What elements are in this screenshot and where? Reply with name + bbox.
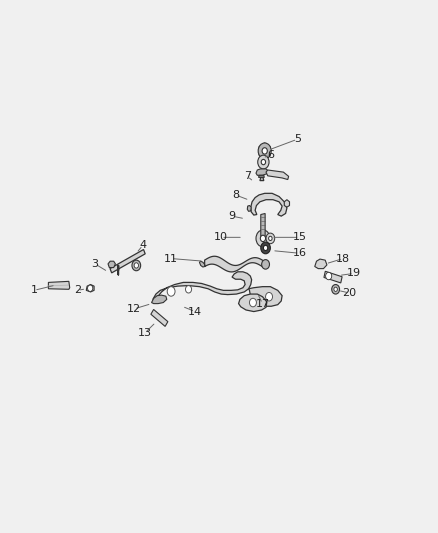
- Polygon shape: [265, 147, 270, 155]
- Text: 10: 10: [214, 232, 228, 243]
- Polygon shape: [265, 143, 270, 151]
- Polygon shape: [48, 281, 70, 289]
- Circle shape: [268, 236, 272, 240]
- Circle shape: [167, 287, 175, 296]
- Circle shape: [325, 272, 332, 280]
- Circle shape: [88, 285, 93, 292]
- Polygon shape: [205, 256, 265, 272]
- Polygon shape: [151, 310, 168, 326]
- Polygon shape: [199, 261, 205, 267]
- Circle shape: [332, 285, 339, 294]
- Circle shape: [261, 159, 265, 165]
- Circle shape: [258, 143, 271, 159]
- Text: 8: 8: [232, 190, 239, 200]
- Text: 5: 5: [294, 134, 301, 144]
- Polygon shape: [266, 170, 289, 180]
- Polygon shape: [153, 272, 252, 300]
- Text: 11: 11: [164, 254, 178, 263]
- Circle shape: [263, 245, 268, 251]
- Text: 16: 16: [293, 248, 307, 259]
- Polygon shape: [265, 151, 270, 159]
- Text: 18: 18: [336, 254, 350, 263]
- Circle shape: [134, 263, 138, 268]
- Polygon shape: [110, 249, 145, 273]
- Text: 3: 3: [92, 259, 99, 269]
- Circle shape: [250, 298, 256, 307]
- Polygon shape: [260, 177, 264, 181]
- Text: 17: 17: [255, 298, 269, 309]
- Polygon shape: [239, 294, 267, 312]
- Polygon shape: [261, 214, 265, 237]
- Polygon shape: [108, 261, 116, 268]
- Text: 12: 12: [127, 304, 141, 314]
- Polygon shape: [247, 206, 251, 212]
- Polygon shape: [259, 151, 265, 159]
- Circle shape: [334, 287, 337, 292]
- Circle shape: [132, 260, 141, 271]
- Text: 2: 2: [74, 285, 81, 295]
- Text: 15: 15: [293, 232, 307, 243]
- Circle shape: [256, 230, 270, 247]
- Text: 4: 4: [139, 240, 146, 251]
- Polygon shape: [324, 271, 342, 283]
- Text: 13: 13: [138, 328, 152, 338]
- Polygon shape: [256, 169, 268, 175]
- Circle shape: [261, 260, 269, 269]
- Polygon shape: [251, 193, 287, 216]
- Text: 20: 20: [343, 288, 357, 298]
- Text: 7: 7: [244, 172, 251, 181]
- Polygon shape: [258, 175, 264, 177]
- Text: 19: 19: [347, 269, 361, 278]
- Polygon shape: [259, 143, 265, 151]
- Circle shape: [258, 155, 269, 169]
- Polygon shape: [284, 200, 290, 207]
- Polygon shape: [315, 259, 327, 269]
- Circle shape: [261, 242, 270, 254]
- Polygon shape: [259, 147, 265, 155]
- Circle shape: [265, 293, 272, 301]
- Circle shape: [185, 286, 191, 293]
- Circle shape: [262, 148, 267, 154]
- Circle shape: [266, 233, 275, 244]
- Text: 14: 14: [188, 306, 202, 317]
- Polygon shape: [86, 285, 94, 292]
- Circle shape: [260, 235, 265, 241]
- Text: 1: 1: [31, 285, 38, 295]
- Text: 6: 6: [268, 150, 275, 160]
- Polygon shape: [249, 287, 282, 306]
- Polygon shape: [152, 295, 167, 304]
- Text: 9: 9: [229, 211, 236, 221]
